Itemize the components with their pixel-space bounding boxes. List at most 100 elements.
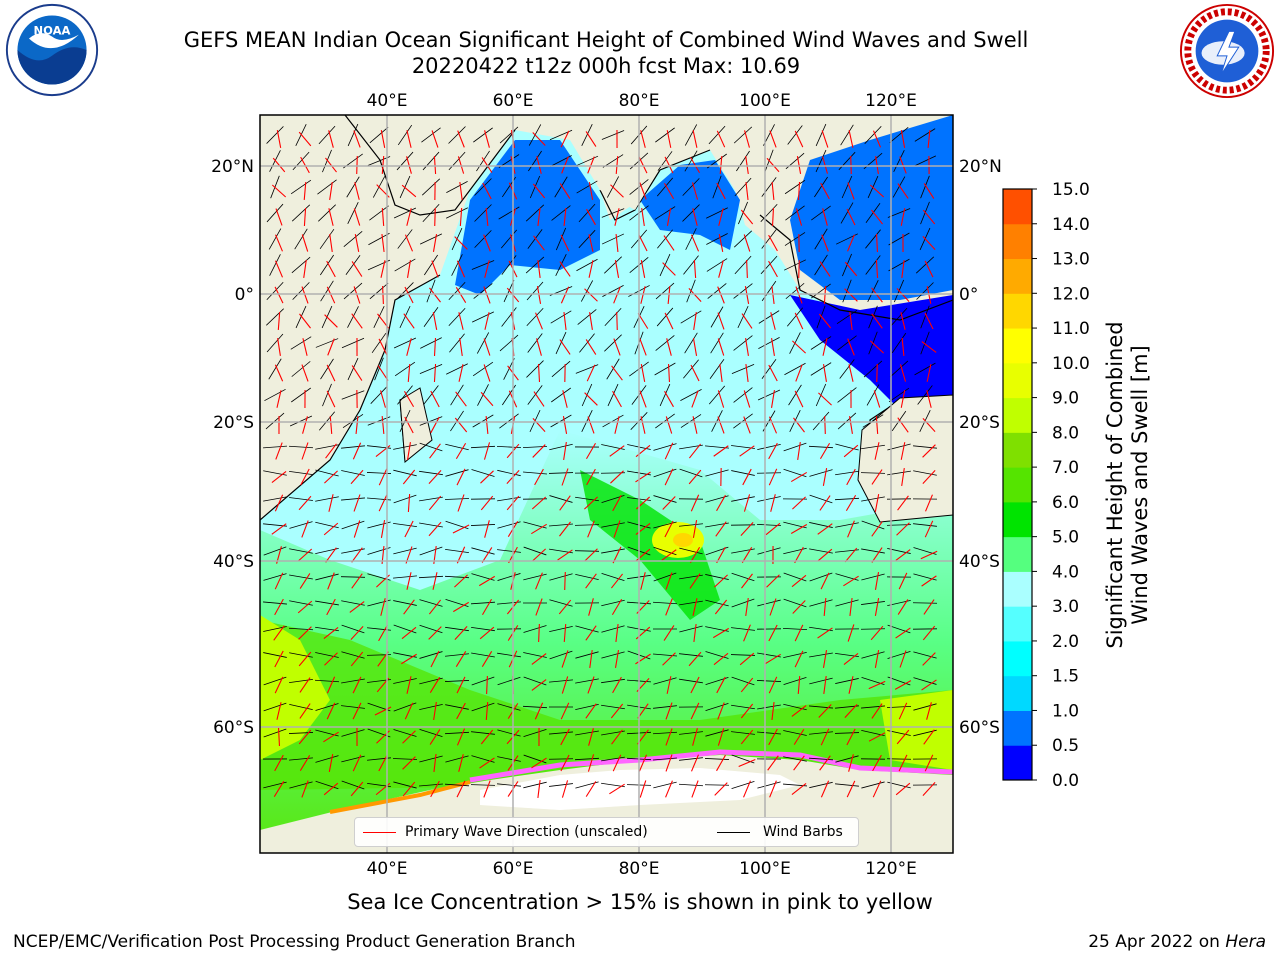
wave-direction-arrow xyxy=(406,156,412,174)
wave-direction-arrow xyxy=(922,781,936,797)
lon-label: 120°E xyxy=(865,859,917,879)
wind-barb xyxy=(784,232,806,246)
wave-direction-arrow xyxy=(798,259,800,279)
wind-barb xyxy=(861,601,885,605)
wave-direction-arrow xyxy=(692,208,698,226)
wave-direction-arrow xyxy=(640,364,646,382)
wave-direction-arrow xyxy=(924,520,934,538)
wind-barb xyxy=(891,410,907,432)
wave-direction-arrow xyxy=(457,156,465,174)
wave-direction-arrow xyxy=(586,468,596,486)
wave-direction-arrow xyxy=(585,573,597,589)
wind-barb xyxy=(679,653,703,657)
wave-direction-arrow xyxy=(354,234,360,252)
wind-barb xyxy=(497,676,521,686)
wave-direction-arrow xyxy=(635,653,651,665)
wave-direction-arrow xyxy=(871,547,883,563)
wind-barb xyxy=(684,150,698,172)
wave-direction-arrow xyxy=(792,340,806,354)
wind-barb xyxy=(733,283,753,299)
wave-direction-arrow xyxy=(432,312,438,330)
wave-direction-arrow xyxy=(560,728,570,746)
wind-barb xyxy=(757,781,781,789)
wave-direction-arrow xyxy=(922,444,936,458)
wind-barb xyxy=(319,411,335,431)
wave-direction-arrow xyxy=(664,312,674,330)
wave-direction-arrow xyxy=(588,234,594,252)
wind-barb xyxy=(394,361,416,377)
wave-direction-arrow xyxy=(353,520,361,538)
wave-direction-arrow xyxy=(870,625,884,641)
wave-direction-arrow xyxy=(538,623,540,643)
wind-barb xyxy=(758,310,780,324)
wave-direction-arrow xyxy=(275,234,283,252)
wave-direction-arrow xyxy=(459,207,463,227)
wave-direction-arrow xyxy=(351,313,363,329)
wave-direction-arrow xyxy=(613,286,621,304)
wind-barb xyxy=(527,229,543,249)
wind-barb xyxy=(601,522,625,528)
wind-barb xyxy=(861,444,885,450)
wave-direction-arrow xyxy=(667,285,671,305)
wind-barb xyxy=(836,309,858,325)
wave-direction-arrow xyxy=(639,182,647,200)
wave-direction-arrow xyxy=(924,312,934,330)
wind-barb xyxy=(812,411,830,431)
wind-barb xyxy=(315,496,339,502)
wind-barb xyxy=(656,177,674,197)
wind-barb xyxy=(733,387,753,403)
wind-barb xyxy=(834,732,860,734)
wind-barb xyxy=(445,443,469,451)
wave-direction-arrow xyxy=(819,442,831,460)
wave-direction-arrow xyxy=(452,601,470,613)
wave-direction-arrow xyxy=(480,470,494,484)
wave-direction-arrow xyxy=(691,780,699,798)
wave-direction-arrow xyxy=(640,572,646,590)
lat-labels-right: 20°N 0° 20°S 40°S 60°S xyxy=(959,157,1002,738)
wave-direction-arrow xyxy=(326,286,336,304)
wind-barb xyxy=(471,676,495,686)
wave-direction-arrow xyxy=(432,572,438,590)
wave-direction-arrow xyxy=(821,156,829,174)
wave-direction-arrow xyxy=(276,702,282,720)
colorbar-tick-label: 10.0 xyxy=(1052,354,1090,374)
wind-barb xyxy=(653,572,677,582)
wind-barb xyxy=(892,176,906,198)
wave-direction-arrow xyxy=(765,653,781,665)
wind-barb xyxy=(654,362,676,376)
wind-barb xyxy=(861,548,885,554)
wave-direction-arrow xyxy=(298,131,312,147)
wind-barb xyxy=(653,757,677,761)
wave-direction-arrow xyxy=(717,728,725,746)
wave-direction-arrow xyxy=(327,572,335,590)
wave-direction-arrow xyxy=(792,496,806,510)
wave-direction-arrow xyxy=(743,416,751,434)
wind-barb xyxy=(913,651,937,659)
wind-barb xyxy=(653,521,677,529)
wind-barb xyxy=(756,680,782,682)
wind-barb xyxy=(448,281,466,301)
wind-barb xyxy=(317,179,337,195)
wave-direction-arrow xyxy=(922,236,936,250)
wave-direction-arrow xyxy=(662,496,676,510)
wind-barb xyxy=(578,203,596,223)
wave-direction-arrow xyxy=(485,207,489,227)
wind-barb xyxy=(322,383,332,407)
wind-barb xyxy=(678,783,704,787)
wind-barb xyxy=(393,207,417,219)
wave-direction-arrow xyxy=(768,416,778,434)
wave-direction-arrow xyxy=(352,676,362,694)
wave-direction-arrow xyxy=(584,496,598,510)
wind-barb xyxy=(657,151,673,171)
wind-barb xyxy=(341,520,365,530)
wind-barb xyxy=(526,360,544,378)
wave-direction-arrow xyxy=(374,706,392,716)
wind-barb xyxy=(393,600,417,606)
wind-barb xyxy=(607,383,619,407)
wave-direction-arrow xyxy=(847,182,855,200)
map-frame xyxy=(259,114,954,854)
wave-direction-arrow xyxy=(665,416,673,434)
wind-barb xyxy=(705,599,729,607)
wave-direction-arrow xyxy=(745,338,749,356)
wave-direction-arrow xyxy=(897,183,909,199)
